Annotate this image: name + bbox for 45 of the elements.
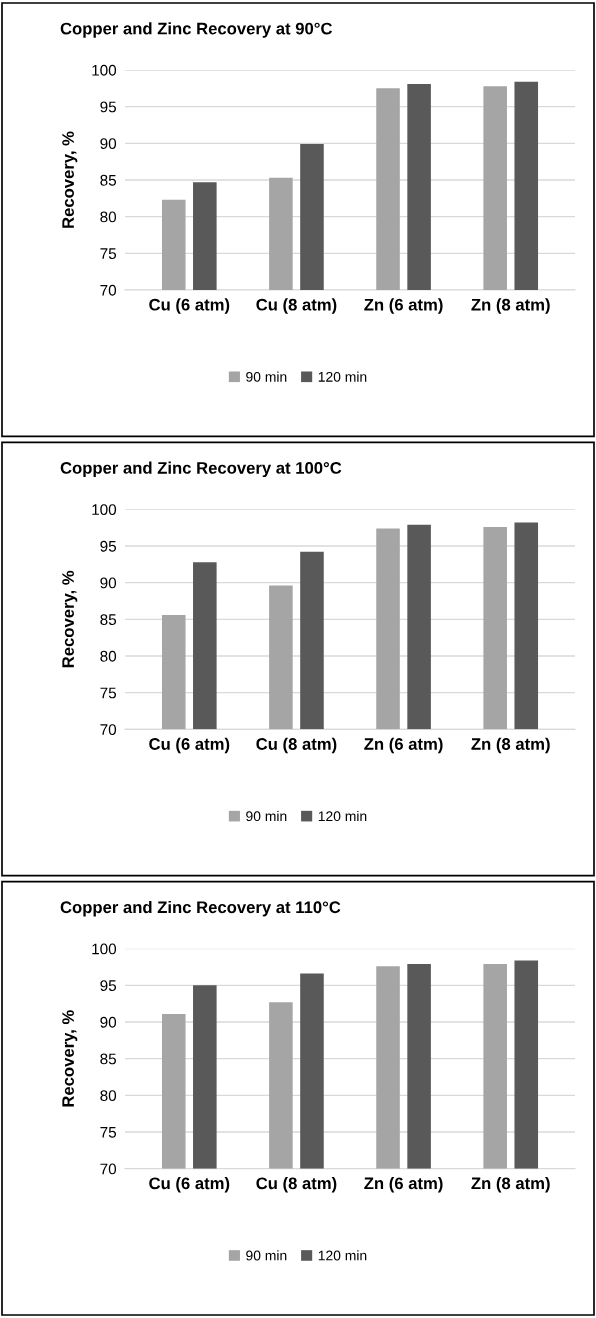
x-tick-label: Zn (8 atm) xyxy=(471,298,550,314)
y-tick-label: 70 xyxy=(100,1163,117,1175)
y-tick-label: 70 xyxy=(100,284,117,296)
x-tick-label: Zn (6 atm) xyxy=(364,1177,443,1193)
y-tick-label: 95 xyxy=(100,101,117,113)
legend-label: 90 min xyxy=(246,810,287,822)
x-tick-label: Zn (6 atm) xyxy=(364,298,443,314)
legend-label: 90 min xyxy=(246,371,287,382)
y-tick-label: 100 xyxy=(92,943,117,955)
legend-label: 120 min xyxy=(318,371,367,382)
x-tick-label: Cu (6 atm) xyxy=(149,298,230,314)
x-tick-label: Zn (8 atm) xyxy=(471,1177,550,1193)
chart-title: Copper and Zinc Recovery at 100°C xyxy=(60,461,342,478)
y-tick-label: 90 xyxy=(100,138,117,150)
y-tick-label: 75 xyxy=(100,687,117,699)
y-axis-title: Recovery, % xyxy=(62,1010,78,1107)
y-tick-label: 90 xyxy=(100,1016,117,1028)
legend-label: 120 min xyxy=(318,1250,367,1261)
chart-title: Copper and Zinc Recovery at 90°C xyxy=(60,22,333,38)
y-axis-title: Recovery, % xyxy=(62,131,78,228)
y-tick-label: 95 xyxy=(100,980,117,992)
x-tick-label: Zn (6 atm) xyxy=(364,737,443,754)
y-tick-label: 90 xyxy=(100,577,117,589)
y-tick-label: 80 xyxy=(100,650,117,662)
y-tick-label: 85 xyxy=(100,614,117,626)
y-tick-label: 100 xyxy=(92,504,117,516)
legend-label: 90 min xyxy=(246,1250,287,1261)
y-axis-title: Recovery, % xyxy=(62,570,78,668)
chart-title: Copper and Zinc Recovery at 110°C xyxy=(60,900,341,917)
y-tick-label: 80 xyxy=(100,1090,117,1102)
legend-label: 120 min xyxy=(318,810,367,822)
x-tick-label: Zn (8 atm) xyxy=(471,737,550,754)
y-tick-label: 100 xyxy=(92,64,117,76)
y-tick-label: 75 xyxy=(100,248,117,260)
y-tick-label: 85 xyxy=(100,1053,117,1065)
y-tick-label: 80 xyxy=(100,211,117,223)
x-tick-label: Cu (6 atm) xyxy=(149,737,230,754)
x-tick-label: Cu (8 atm) xyxy=(256,298,337,314)
x-tick-label: Cu (8 atm) xyxy=(256,737,337,754)
x-tick-label: Cu (8 atm) xyxy=(256,1177,337,1193)
y-tick-label: 95 xyxy=(100,540,117,552)
y-tick-label: 85 xyxy=(100,174,117,186)
y-tick-label: 70 xyxy=(100,724,117,736)
y-tick-label: 75 xyxy=(100,1127,117,1138)
x-tick-label: Cu (6 atm) xyxy=(149,1177,230,1193)
